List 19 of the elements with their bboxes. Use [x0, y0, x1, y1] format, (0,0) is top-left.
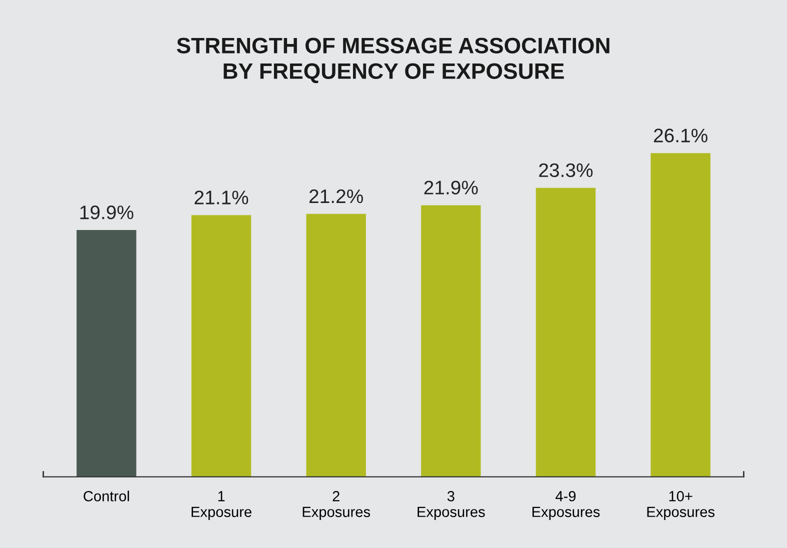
bar [76, 230, 136, 477]
bar [650, 153, 710, 477]
x-tick-label: 1 Exposure [192, 491, 252, 520]
x-tick-label: 3 Exposures [418, 491, 485, 520]
data-label: 21.1% [194, 190, 248, 204]
bar [536, 188, 596, 477]
data-label: 26.1% [654, 128, 708, 142]
data-label: 21.9% [424, 180, 478, 194]
data-label: 23.3% [539, 163, 593, 178]
bar [191, 215, 252, 477]
data-label: 19.9% [80, 205, 134, 220]
chart-title: STRENGTH OF MESSAGE ASSOCIATION BY FREQUENCY OF EXPOSURE [176, 38, 610, 84]
x-tick-label: Control [84, 490, 129, 502]
data-label: 21.2% [310, 189, 363, 204]
x-tick-label: 10+ Exposures [647, 491, 714, 520]
x-tick-label: 2 Exposures [302, 491, 370, 520]
bar [421, 205, 481, 477]
bar [306, 214, 366, 477]
x-tick-label: 4-9 Exposures [532, 491, 600, 520]
